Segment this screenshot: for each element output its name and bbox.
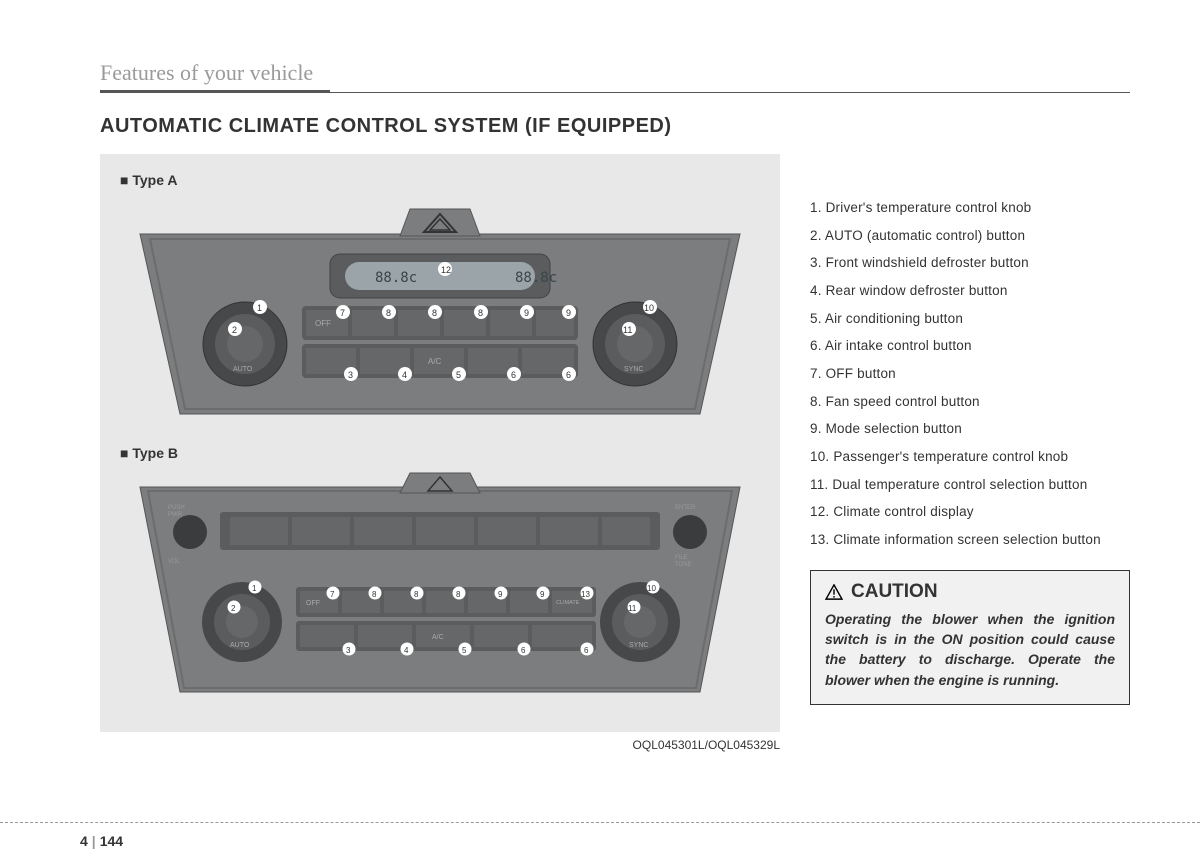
legend-list: 1. Driver's temperature control knob 2. …	[810, 194, 1130, 554]
svg-text:11: 11	[623, 325, 632, 335]
legend-item: 4. Rear window defroster button	[810, 277, 1130, 305]
svg-text:6: 6	[511, 370, 516, 380]
svg-text:11: 11	[628, 604, 637, 613]
chapter-number: 4	[80, 833, 88, 849]
svg-text:7: 7	[340, 308, 345, 318]
caution-title: CAUTION	[851, 581, 938, 603]
svg-text:8: 8	[456, 590, 461, 599]
svg-text:13: 13	[581, 590, 590, 599]
legend-item: 8. Fan speed control button	[810, 388, 1130, 416]
svg-text:8: 8	[478, 308, 483, 318]
svg-text:AUTO: AUTO	[230, 642, 250, 649]
page-number: 144	[100, 833, 123, 849]
svg-text:9: 9	[540, 590, 545, 599]
svg-text:10: 10	[647, 584, 656, 593]
svg-text:3: 3	[348, 370, 353, 380]
warning-icon	[825, 584, 843, 600]
svg-text:PWR: PWR	[168, 512, 183, 518]
svg-text:88.8c: 88.8c	[375, 270, 417, 286]
legend-item: 10. Passenger's temperature control knob	[810, 443, 1130, 471]
svg-text:2: 2	[231, 604, 236, 613]
svg-text:A/C: A/C	[428, 357, 442, 366]
legend-item: 11. Dual temperature control selection b…	[810, 471, 1130, 499]
svg-text:8: 8	[386, 308, 391, 318]
section-header: Features of your vehicle	[100, 60, 330, 92]
svg-text:5: 5	[462, 646, 467, 655]
svg-text:SYNC: SYNC	[624, 366, 643, 373]
svg-text:4: 4	[404, 646, 409, 655]
svg-text:8: 8	[372, 590, 377, 599]
type-a-label: ■ Type A	[120, 172, 760, 188]
legend-item: 9. Mode selection button	[810, 415, 1130, 443]
svg-text:9: 9	[524, 308, 529, 318]
svg-text:CLIMATE: CLIMATE	[556, 600, 580, 606]
svg-text:1: 1	[252, 584, 257, 593]
type-b-label: ■ Type B	[120, 445, 760, 461]
legend-item: 6. Air intake control button	[810, 332, 1130, 360]
svg-text:9: 9	[498, 590, 503, 599]
image-code: OQL045301L/OQL045329L	[100, 738, 780, 752]
svg-text:AUTO: AUTO	[233, 366, 253, 373]
legend-item: 12. Climate control display	[810, 498, 1130, 526]
svg-text:88.8c: 88.8c	[515, 270, 557, 286]
svg-text:6: 6	[584, 646, 589, 655]
svg-text:7: 7	[330, 590, 335, 599]
svg-text:TONE: TONE	[675, 562, 692, 568]
svg-text:2: 2	[232, 325, 237, 335]
svg-text:SYNC: SYNC	[629, 642, 648, 649]
svg-text:8: 8	[432, 308, 437, 318]
svg-text:VOL: VOL	[168, 559, 181, 565]
panel-type-b: PUSH PWR ENTER VOL FILE TONE OFF 7 8	[120, 467, 760, 702]
svg-text:5: 5	[456, 370, 461, 380]
svg-text:OFF: OFF	[315, 319, 331, 328]
svg-text:6: 6	[566, 370, 571, 380]
page-title: AUTOMATIC CLIMATE CONTROL SYSTEM (IF EQU…	[100, 115, 1130, 138]
page-footer: 4|144	[0, 822, 1200, 831]
svg-text:12: 12	[441, 265, 451, 275]
svg-text:4: 4	[402, 370, 407, 380]
svg-text:6: 6	[521, 646, 526, 655]
legend-item: 5. Air conditioning button	[810, 305, 1130, 333]
svg-text:OFF: OFF	[306, 600, 320, 607]
svg-text:1: 1	[257, 303, 262, 313]
svg-text:PUSH: PUSH	[168, 505, 185, 511]
svg-text:ENTER: ENTER	[675, 505, 696, 511]
svg-text:8: 8	[414, 590, 419, 599]
legend-item: 1. Driver's temperature control knob	[810, 194, 1130, 222]
svg-text:9: 9	[566, 308, 571, 318]
svg-text:A/C: A/C	[432, 634, 444, 641]
caution-box: CAUTION Operating the blower when the ig…	[810, 570, 1130, 705]
figure-container: ■ Type A 88.8c 88.8c	[100, 154, 780, 732]
legend-item: 13. Climate information screen selection…	[810, 526, 1130, 554]
svg-text:FILE: FILE	[675, 555, 688, 561]
svg-text:10: 10	[644, 303, 654, 313]
panel-type-a: 88.8c 88.8c 12 OFF7 8 8 8 9	[120, 194, 760, 429]
legend-item: 7. OFF button	[810, 360, 1130, 388]
legend-item: 2. AUTO (automatic control) button	[810, 222, 1130, 250]
caution-body: Operating the blower when the ignition s…	[825, 609, 1115, 690]
svg-text:3: 3	[346, 646, 351, 655]
legend-item: 3. Front windshield defroster button	[810, 249, 1130, 277]
